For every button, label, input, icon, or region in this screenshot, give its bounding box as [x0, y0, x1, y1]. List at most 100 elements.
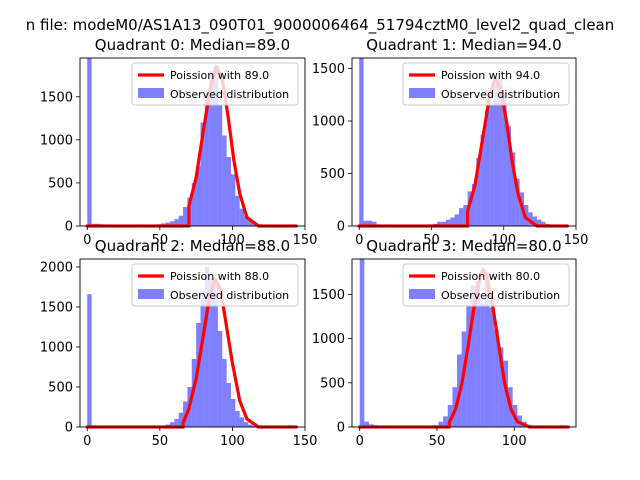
y-tick-label: 500: [48, 381, 73, 396]
y-tick-label: 500: [320, 376, 345, 391]
histogram-bar: [239, 417, 245, 427]
legend-label-poisson: Poission with 94.0: [441, 69, 540, 82]
histogram-bar: [484, 110, 490, 226]
histogram-bar: [364, 421, 369, 427]
histogram-bar: [463, 205, 468, 226]
x-tick-label: 0: [83, 233, 91, 248]
x-tick-label: 100: [220, 233, 245, 248]
histogram-bar: [226, 383, 231, 427]
x-tick-label: 50: [152, 233, 169, 248]
histogram-bar: [174, 419, 179, 427]
y-tick-label: 0: [65, 220, 73, 235]
histogram-bar: [450, 217, 455, 226]
histogram-bar: [372, 221, 377, 226]
axes-frame: [351, 258, 577, 428]
histogram-bar: [170, 221, 175, 226]
histogram-bar: [191, 182, 197, 226]
histogram-bar: [209, 279, 214, 427]
histogram-bar: [471, 184, 477, 226]
y-tick-label: 1500: [312, 288, 345, 303]
histogram-bar: [528, 212, 533, 226]
histogram-bar: [532, 216, 537, 226]
histogram-bar: [165, 222, 170, 226]
legend: Poission with 89.0 Observed distribution: [131, 62, 299, 106]
legend: Poission with 80.0 Observed distribution: [402, 263, 570, 307]
histogram-bar: [498, 347, 504, 427]
x-tick-label: 0: [355, 233, 363, 248]
axes-frame: [351, 57, 577, 227]
histogram-bar: [536, 219, 542, 226]
y-tick-label: 500: [320, 167, 345, 182]
histogram-bar: [441, 221, 446, 226]
histogram-bar: [196, 165, 201, 226]
x-tick-label: 0: [356, 434, 364, 449]
legend-box: [131, 263, 299, 307]
histogram-bar: [239, 208, 245, 226]
histogram-bar: [200, 291, 205, 427]
histogram-bar: [183, 207, 188, 226]
panel-title: Quadrant 2: Median=88.0: [95, 237, 290, 255]
y-tick-label: 0: [337, 220, 345, 235]
histogram-bar: [213, 66, 218, 226]
histogram-bar: [541, 221, 546, 226]
histogram-bar: [493, 84, 498, 226]
legend-label-poisson: Poission with 89.0: [170, 69, 269, 82]
x-tick-label: 50: [429, 434, 446, 449]
legend-box: [402, 263, 570, 307]
y-tick-label: 0: [337, 421, 345, 436]
legend-box: [131, 62, 299, 106]
legend-label-observed: Observed distribution: [441, 289, 560, 302]
histogram-bar: [363, 220, 368, 226]
figure-suptitle: n file: modeM0/AS1A13_090T01_9000006464_…: [26, 16, 615, 35]
histogram-bar: [480, 134, 485, 226]
legend: Poission with 94.0 Observed distribution: [402, 62, 570, 106]
y-tick-label: 1000: [312, 332, 345, 347]
y-tick-label: 1000: [312, 115, 345, 130]
x-tick-label: 100: [220, 434, 245, 449]
y-tick-label: 1000: [40, 133, 73, 148]
histogram-bar: [454, 214, 459, 226]
y-tick-label: 0: [65, 421, 73, 436]
histogram-bar: [476, 157, 481, 226]
legend-bar-swatch: [138, 289, 164, 299]
histogram-bar: [484, 272, 490, 427]
histogram-bar: [209, 70, 214, 226]
legend-label-observed: Observed distribution: [170, 289, 289, 302]
legend-bar-swatch: [138, 88, 164, 98]
histogram-bar: [230, 174, 236, 226]
histogram-bar: [497, 79, 503, 226]
legend-label-observed: Observed distribution: [441, 88, 560, 101]
histogram-bar: [248, 219, 253, 226]
panel-title: Quadrant 3: Median=80.0: [366, 237, 561, 255]
histogram-bar: [217, 331, 223, 427]
histogram-bar: [367, 220, 373, 226]
histogram-bar: [213, 283, 218, 427]
histogram-bar: [494, 329, 499, 427]
histogram-bar: [230, 399, 236, 427]
histogram-bar: [174, 219, 179, 226]
x-tick-label: 100: [502, 434, 527, 449]
histogram-bar: [489, 105, 494, 226]
histogram-bar: [470, 285, 476, 427]
histogram-bar: [437, 221, 442, 226]
histogram-bar: [489, 307, 495, 427]
y-tick-label: 1500: [40, 301, 73, 316]
panel-title: Quadrant 1: Median=94.0: [366, 36, 561, 54]
histogram-bar: [178, 215, 184, 226]
x-tick-label: 100: [491, 233, 516, 248]
histogram-bar: [204, 267, 210, 427]
legend-label-observed: Observed distribution: [170, 88, 289, 101]
histogram-bar: [178, 412, 184, 427]
y-tick-label: 2000: [40, 261, 73, 276]
x-tick-label: 150: [293, 434, 318, 449]
histogram-bar: [445, 219, 451, 226]
legend-bar-swatch: [409, 88, 435, 98]
x-tick-label: 50: [423, 233, 440, 248]
legend-label-poisson: Poission with 88.0: [170, 270, 269, 283]
histogram-bar: [515, 178, 520, 226]
